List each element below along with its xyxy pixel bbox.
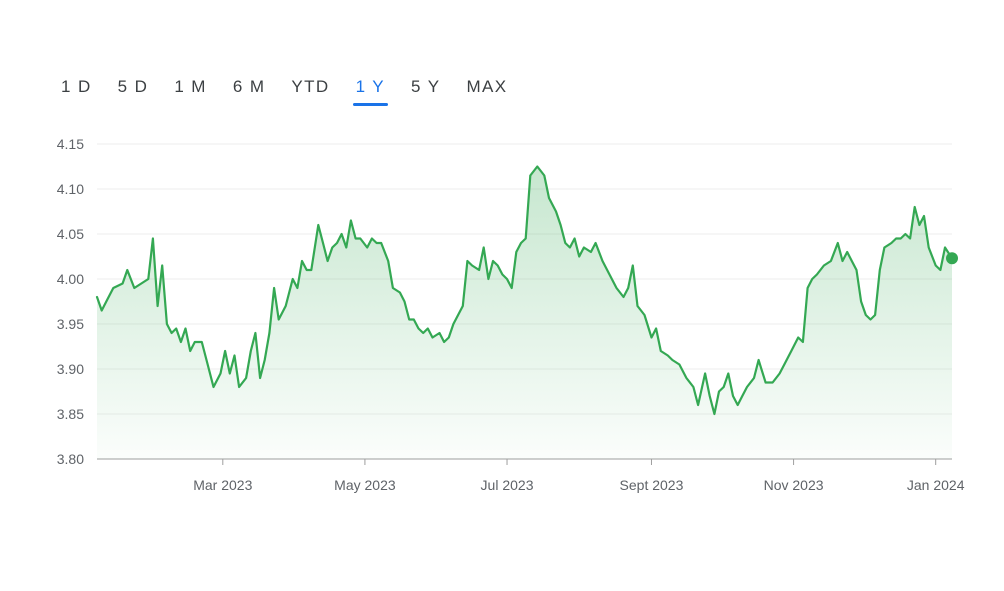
range-tab-6m[interactable]: 6 M — [232, 77, 266, 96]
range-tab-1m[interactable]: 1 M — [174, 77, 207, 96]
x-tick-label: Nov 2023 — [764, 477, 824, 493]
time-range-selector: 1 D 5 D 1 M 6 M YTD 1 Y 5 Y MAX — [48, 74, 521, 106]
current-price-marker — [946, 252, 958, 265]
range-tab-5y[interactable]: 5 Y — [411, 77, 441, 96]
range-tab-5d[interactable]: 5 D — [117, 77, 149, 96]
y-tick-label: 3.80 — [57, 451, 84, 467]
x-tick-label: Jan 2024 — [907, 477, 965, 493]
y-tick-label: 4.05 — [57, 226, 84, 242]
x-tick-label: Jul 2023 — [481, 477, 534, 493]
price-area-fill — [97, 166, 952, 459]
range-tab-1y[interactable]: 1 Y — [343, 74, 398, 106]
y-tick-label: 3.95 — [57, 316, 84, 332]
range-tab-1d[interactable]: 1 D — [61, 77, 92, 96]
x-tick-label: Sept 2023 — [620, 477, 684, 493]
range-tab-ytd[interactable]: YTD — [291, 77, 330, 96]
x-tick-label: May 2023 — [334, 477, 396, 493]
price-line — [95, 165, 954, 416]
x-axis: Mar 2023 May 2023 Jul 2023 Sept 2023 Nov 202… — [193, 459, 965, 493]
y-tick-label: 3.90 — [57, 361, 84, 377]
y-tick-label: 3.85 — [57, 406, 84, 422]
y-tick-label: 4.00 — [57, 271, 84, 287]
range-tab-max[interactable]: MAX — [466, 77, 508, 96]
y-axis-ticks: 3.80 3.85 3.90 3.95 4.00 4.05 4.10 4.15 — [57, 136, 84, 467]
x-tick-label: Mar 2023 — [193, 477, 252, 493]
price-chart[interactable]: 3.80 3.85 3.90 3.95 4.00 4.05 4.10 4.15 Mar 202… — [0, 120, 1004, 520]
y-tick-label: 4.15 — [57, 136, 84, 152]
y-tick-label: 4.10 — [57, 181, 84, 197]
